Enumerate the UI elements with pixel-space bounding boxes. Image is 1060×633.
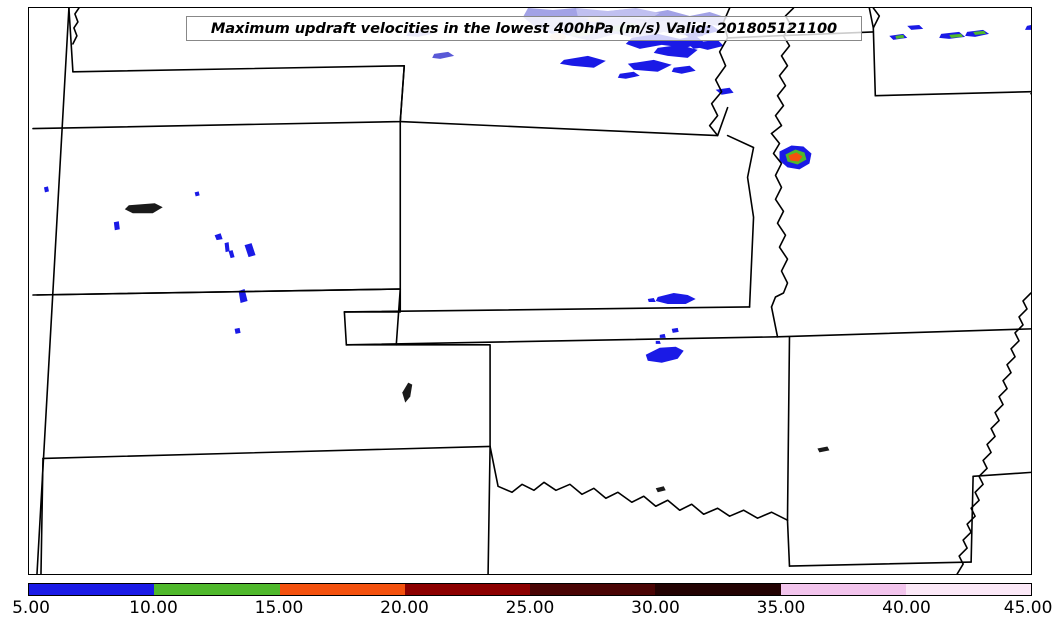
colorbar-tick-label-7: 40.00: [882, 598, 931, 618]
colorbar-segment-4: [530, 584, 656, 595]
chart-title-box: Maximum updraft velocities in the lowest…: [186, 16, 862, 41]
colorbar-tick-label-8: 45.00: [1003, 598, 1053, 618]
colorbar-segment-1: [154, 584, 280, 595]
data-cells-northeast-corner: [889, 24, 1031, 40]
colorbar-tick-label-1: 10.00: [129, 598, 178, 618]
colorbar-container: [28, 583, 1032, 596]
colorbar-tick-label-5: 30.00: [631, 598, 680, 618]
map-svg: [32, 8, 1031, 574]
map-panel[interactable]: [28, 7, 1032, 575]
lake-features: [124, 203, 830, 493]
colorbar-tick-label-6: 35.00: [756, 598, 806, 618]
colorbar-tick-label-4: 25.00: [505, 598, 555, 618]
colorbar-segment-6: [780, 584, 906, 595]
data-cells-central-kansas: [645, 292, 696, 363]
colorbar-segment-0: [29, 584, 155, 595]
colorbar-segment-2: [279, 584, 405, 595]
colorbar-segment-3: [404, 584, 530, 595]
colorbar-tick-label-0: 5.00: [12, 598, 50, 618]
colorbar-segment-7: [905, 584, 1031, 595]
colorbar-segment-5: [655, 584, 781, 595]
colorbar-tick-label-2: 15.00: [254, 598, 304, 618]
colorbar-tick-labels: 5.00 10.00 15.00 20.00 25.00 30.00 35.00 40.00 4…: [0, 598, 1060, 628]
colorbar[interactable]: [28, 583, 1032, 596]
data-cells-wyoming: [43, 186, 256, 334]
chart-title: Maximum updraft velocities in the lowest…: [210, 20, 838, 37]
state-boundaries: [32, 8, 1031, 574]
data-cell-eastern-nebraska: [779, 145, 812, 170]
colorbar-tick-label-3: 20.00: [380, 598, 429, 618]
